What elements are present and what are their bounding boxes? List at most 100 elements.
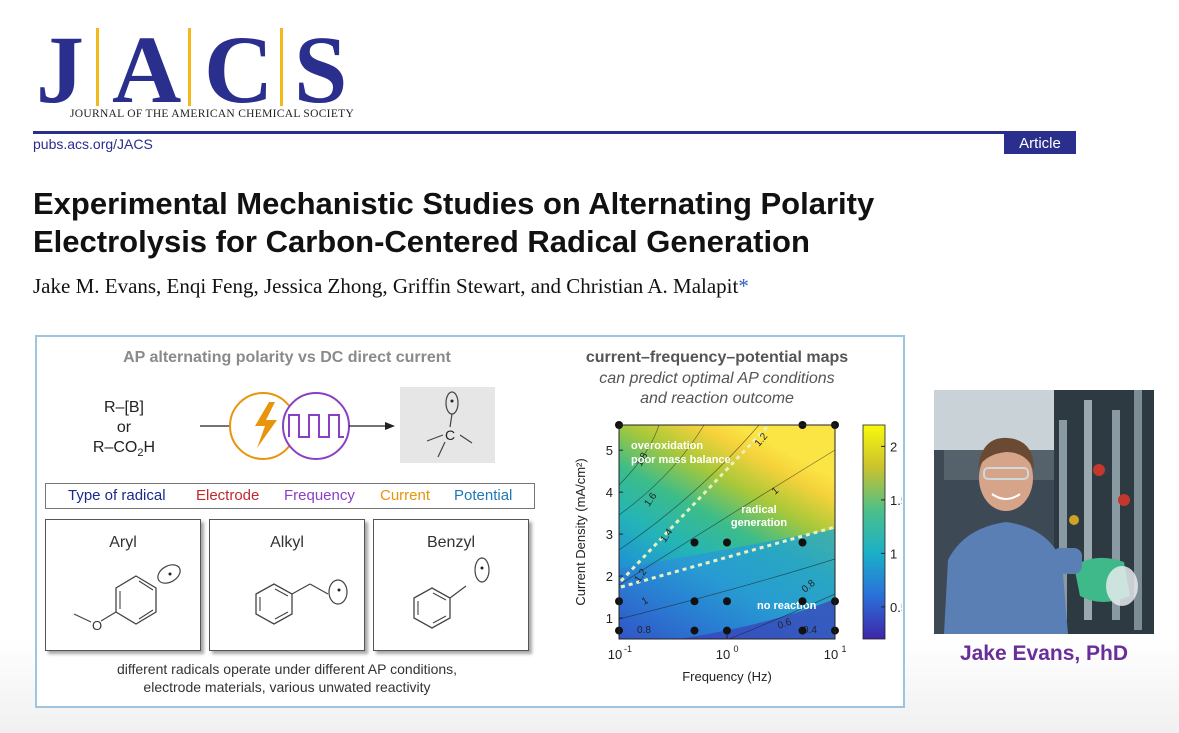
benzyl-structure-icon	[413, 557, 490, 629]
logo-divider	[96, 28, 99, 106]
caption-line: different radicals operate under differe…	[116, 661, 458, 677]
overoxidation-boundary-line	[619, 425, 769, 583]
contour-label: 1	[770, 485, 782, 497]
factor-frequency: Frequency	[284, 487, 355, 504]
x-tick-label-exponent: -1	[624, 644, 632, 654]
colorbar-tick-label: 2	[890, 439, 897, 454]
data-point	[798, 597, 807, 606]
radical-card-alkyl: Alkyl	[209, 519, 365, 651]
factor-potential: Potential	[454, 487, 513, 504]
jacs-logo: J A C S JOURNAL OF THE AMERICAN CHEMICAL…	[36, 16, 376, 123]
colorbar-tick-label: 1.5	[890, 493, 902, 508]
author-names: Jake M. Evans, Enqi Feng, Jessica Zhong,…	[33, 274, 739, 298]
data-point	[798, 538, 807, 547]
map-subtitle: can predict optimal AP conditions and re…	[557, 369, 877, 409]
data-point	[690, 538, 699, 547]
contour-label: 1	[640, 595, 651, 608]
radical-card-label: Benzyl	[426, 534, 476, 551]
caption-line: electrode materials, various unwated rea…	[143, 679, 431, 695]
y-tick-label: 4	[606, 485, 613, 500]
region-label-overoxidation: overoxidation	[631, 440, 703, 452]
header-rule	[33, 131, 1076, 134]
contour-line	[618, 449, 836, 586]
journal-url-link[interactable]: pubs.acs.org/JACS	[33, 136, 153, 152]
factor-electrode: Electrode	[196, 487, 260, 504]
x-tick-label-base: 10	[608, 647, 622, 662]
colorbar	[862, 424, 886, 640]
ap-scheme	[200, 392, 395, 460]
radical-factors-row: Type of radical Electrode Frequency Curr…	[45, 483, 535, 509]
contour-line	[618, 424, 760, 551]
toc-left-title: AP alternating polarity vs DC direct cur…	[123, 349, 451, 366]
reagent-acid: R–CO2H	[92, 439, 156, 460]
y-tick-label: 3	[606, 527, 613, 542]
contour-line	[618, 424, 660, 486]
article-type-badge: Article	[1004, 134, 1076, 154]
logo-letter-j: J	[36, 16, 84, 123]
colorbar-tick-label: 0.5	[890, 600, 902, 615]
region-label-no-reaction: no reaction	[757, 600, 817, 612]
alkyl-structure-icon	[255, 579, 348, 625]
data-point	[723, 597, 731, 606]
y-tick-label: 5	[606, 443, 613, 458]
heatmap-lowest-region	[679, 599, 835, 639]
colorbar-tick-label: 1	[890, 546, 897, 561]
paper-title: Experimental Mechanistic Studies on Alte…	[33, 186, 875, 259]
x-axis-label: Frequency (Hz)	[682, 669, 772, 684]
y-tick-label: 2	[606, 569, 613, 584]
logo-letter-a: A	[112, 16, 182, 123]
region-label-generation: generation	[731, 517, 788, 529]
map-title: current–frequency–potential maps	[585, 349, 849, 366]
person-name: Jake Evans, PhD	[959, 642, 1129, 665]
radical-card-label: Aryl	[109, 534, 137, 551]
contour-label: 0.4	[803, 625, 817, 636]
logo-letter-s: S	[294, 16, 348, 123]
arrow-head-icon	[385, 422, 395, 430]
logo-letter-c: C	[204, 16, 274, 123]
data-point	[723, 538, 731, 547]
lightning-icon	[255, 402, 277, 448]
contour-label: 0.6	[776, 617, 793, 632]
heatmap-low-region	[619, 529, 835, 639]
contour-line	[618, 424, 705, 516]
region-label-poor-mass-balance: poor mass balance	[631, 454, 731, 466]
corresponding-author-mark[interactable]: *	[738, 274, 749, 298]
y-tick-label: 1	[606, 611, 613, 626]
factor-type-of-radical: Type of radical	[68, 487, 166, 504]
y-axis-label: Current Density (mA/cm²)	[573, 458, 588, 605]
lab-photo-image	[934, 390, 1154, 634]
radical-product-box: C	[400, 387, 495, 463]
aryl-structure-icon: O	[73, 564, 181, 633]
data-point	[690, 597, 699, 606]
svg-text:C: C	[445, 427, 455, 443]
map-subtitle-line: can predict optimal AP conditions	[599, 370, 835, 387]
journal-full-name: JOURNAL OF THE AMERICAN CHEMICAL SOCIETY	[70, 108, 355, 120]
contour-line	[728, 593, 836, 640]
factor-current: Current	[380, 487, 431, 504]
logo-divider	[188, 28, 191, 106]
square-wave-icon	[288, 414, 344, 438]
contour-label: 0.8	[637, 625, 651, 636]
svg-text:O: O	[92, 618, 102, 633]
reagent-boron: R–[B]	[103, 399, 144, 416]
toc-graphic: AP alternating polarity vs DC direct cur…	[35, 335, 905, 708]
data-point	[723, 626, 731, 635]
radical-card-benzyl: Benzyl	[373, 519, 529, 651]
map-subtitle-line: and reaction outcome	[640, 390, 794, 407]
data-point	[798, 626, 807, 635]
data-point	[690, 626, 699, 635]
x-tick-label-base: 10	[716, 647, 730, 662]
no-reaction-boundary-line	[620, 525, 836, 589]
region-label-radical: radical	[741, 504, 776, 516]
x-tick-label-base: 10	[824, 647, 838, 662]
reagent-or: or	[116, 419, 132, 436]
logo-divider	[280, 28, 283, 106]
x-tick-label-exponent: 0	[733, 644, 738, 654]
radical-structure-icon: C	[426, 391, 473, 458]
radical-card-aryl: Aryl O	[45, 519, 201, 651]
contour-line	[618, 558, 836, 620]
author-list: Jake M. Evans, Enqi Feng, Jessica Zhong,…	[33, 274, 749, 299]
author-photo	[934, 390, 1154, 634]
radical-card-label: Alkyl	[270, 534, 304, 551]
